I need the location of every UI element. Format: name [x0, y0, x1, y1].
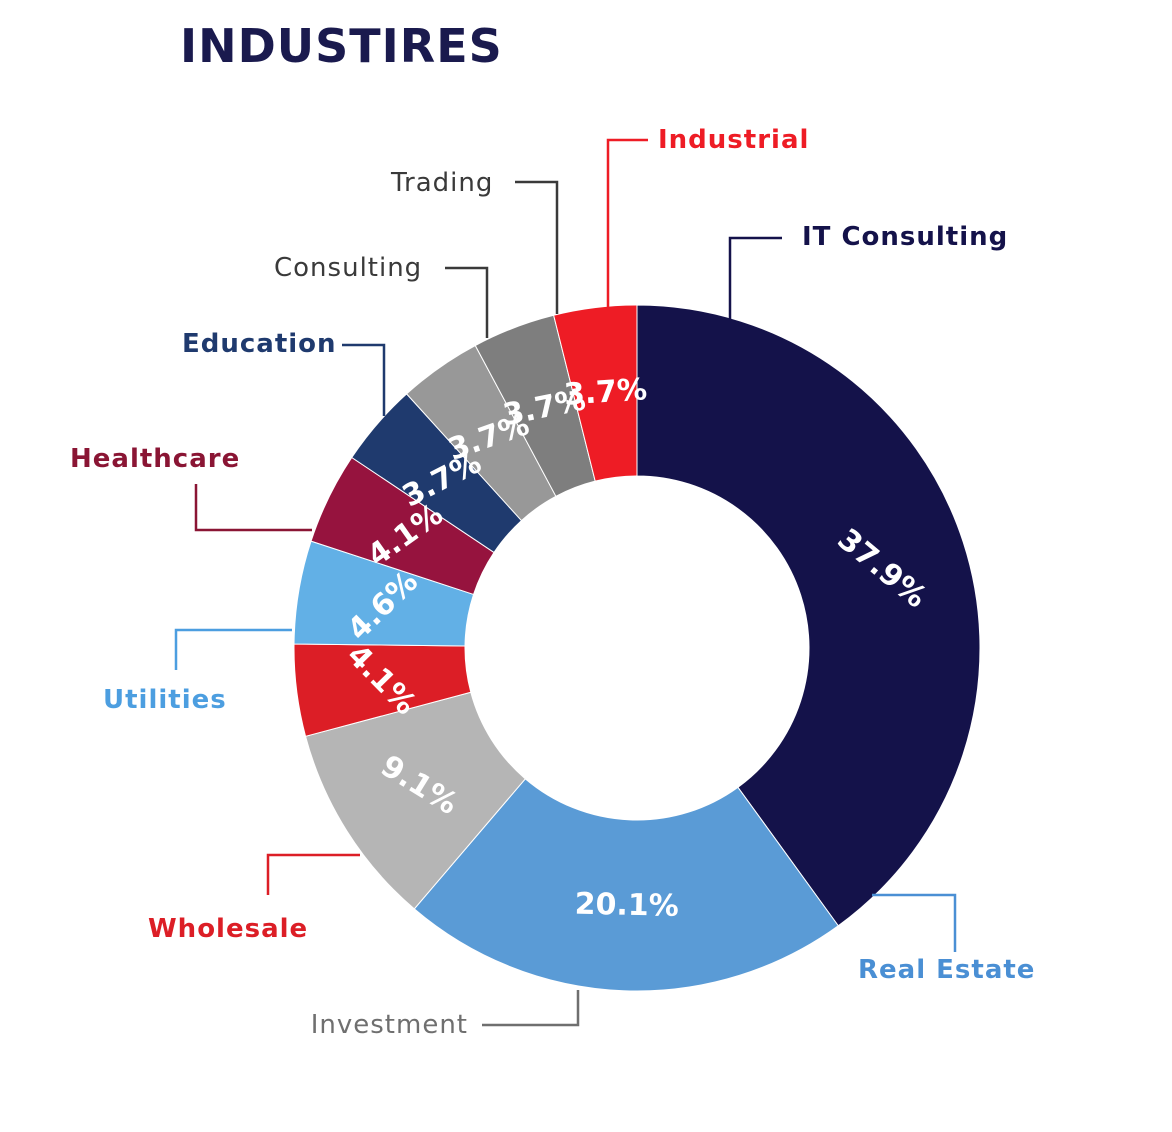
slice-industrial — [553, 304, 638, 482]
category-label-consulting: Consulting — [274, 253, 422, 283]
category-label-investment: Investment — [311, 1010, 468, 1040]
slice-it-consulting — [636, 304, 981, 927]
category-label-healthcare: Healthcare — [70, 444, 240, 474]
category-labels: IT Consulting Real Estate Investment Wholes… — [70, 125, 1035, 1040]
category-label-wholesale: Wholesale — [148, 914, 308, 944]
leader-line-it-consulting — [728, 236, 782, 320]
category-label-real-estate: Real Estate — [858, 955, 1035, 985]
leader-line-wholesale — [266, 853, 360, 895]
percent-label-industrial: 3.7% — [563, 372, 648, 413]
category-label-industrial: Industrial — [658, 125, 809, 155]
chart-title: INDUSTIRES — [180, 19, 503, 73]
leader-line-industrial — [606, 138, 648, 308]
leader-line-consulting — [445, 266, 489, 338]
category-label-trading: Trading — [390, 168, 493, 198]
leader-line-education — [342, 343, 386, 416]
leader-line-real-estate — [872, 893, 957, 952]
leader-line-trading — [515, 180, 559, 314]
slice-real-estate — [413, 778, 839, 992]
percent-label-real-estate: 20.1% — [574, 887, 679, 924]
leader-line-utilities — [174, 628, 292, 670]
leader-lines — [174, 138, 957, 1027]
donut-slices — [293, 304, 981, 992]
leader-line-healthcare — [194, 484, 312, 532]
category-label-education: Education — [182, 329, 337, 359]
category-label-utilities: Utilities — [103, 685, 227, 715]
leader-line-investment — [482, 990, 580, 1027]
category-label-it-consulting: IT Consulting — [802, 222, 1008, 252]
